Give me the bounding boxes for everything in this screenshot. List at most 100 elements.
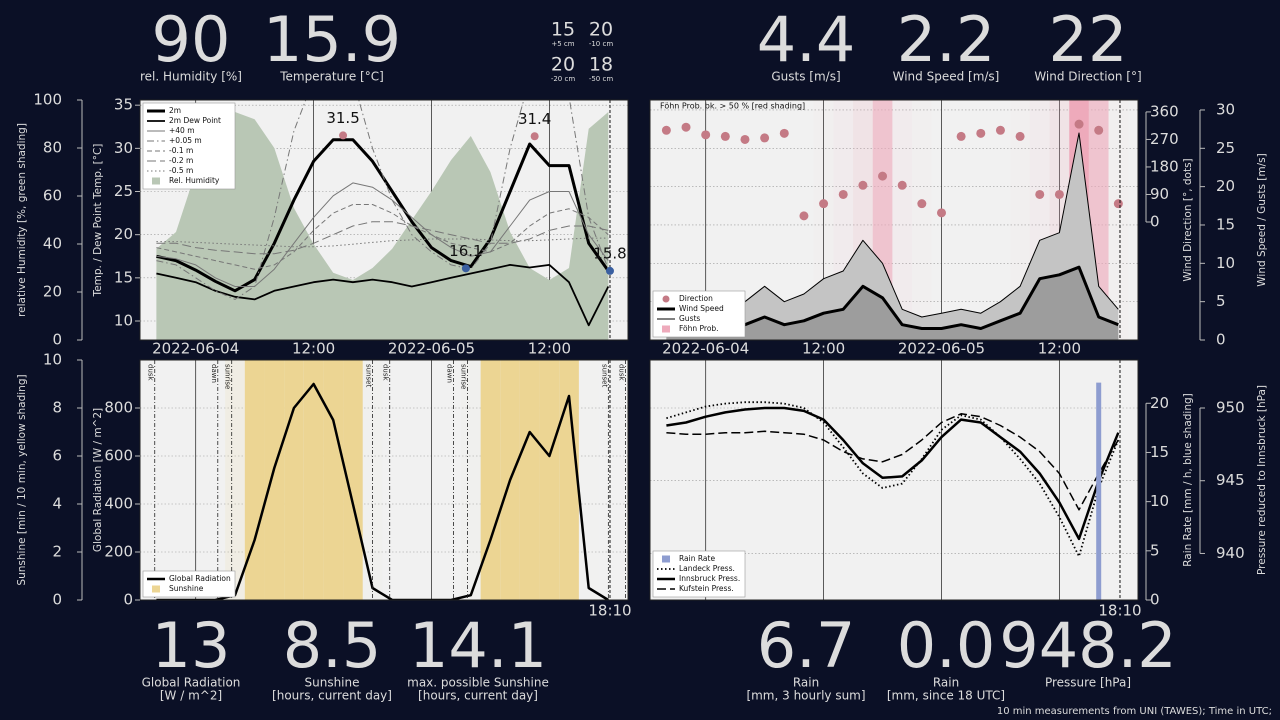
shading (932, 100, 952, 340)
x-tick-label: 2022-06-04 (152, 340, 239, 358)
direction-dot (1074, 119, 1084, 129)
reading-value: 14.1 (409, 609, 547, 682)
soil-temp-label: -20 cm (551, 75, 576, 83)
y-tick-label: 30 (114, 139, 133, 157)
line (666, 406, 1120, 541)
reading-label: Temperature [°C] (279, 70, 384, 84)
direction-dot (819, 199, 829, 209)
direction-dot (661, 125, 671, 135)
y-tick-label: 60 (43, 187, 62, 205)
direction-dot (720, 131, 730, 141)
y-tick-label: 35 (114, 96, 133, 114)
shading (343, 360, 363, 600)
y-tick-label: 600 (104, 447, 133, 465)
direction-dot (1113, 199, 1123, 209)
reading-label: [mm, 3 hourly sum] (746, 689, 865, 703)
y-tick-label: 8 (52, 399, 62, 417)
x-tick-label: 12:00 (292, 340, 335, 358)
legend-label: Innsbruck Press. (679, 574, 740, 583)
extreme-label: 16.1 (449, 242, 482, 260)
y-tick-label: 200 (104, 543, 133, 561)
x-tick-label: 2022-06-05 (388, 340, 475, 358)
legend-box (142, 570, 236, 598)
axis-title: Rain Rate [mm / h, blue shading] (1182, 393, 1194, 567)
event-label: sunrise (224, 364, 232, 389)
event-label: sunrise (460, 364, 468, 389)
direction-dot (701, 130, 711, 140)
reading-label: Rain (793, 676, 819, 690)
legend-label: -0.1 m (169, 146, 193, 155)
y-tick-label: 90 (1150, 185, 1169, 203)
legend-label: Wind Speed (679, 304, 724, 313)
y-tick-label: 20 (43, 283, 62, 301)
now-label: 18:10 (588, 602, 631, 620)
shading (323, 360, 344, 600)
direction-dot (858, 180, 868, 190)
y-tick-label: 5 (1150, 541, 1160, 559)
direction-dot (878, 171, 888, 181)
direction-dot (1054, 189, 1064, 199)
direction-dot (740, 134, 750, 144)
shading (441, 360, 461, 600)
bar (1096, 382, 1102, 600)
legend-label: Kufstein Press. (679, 584, 734, 593)
soil-temp-value: 15 (551, 19, 575, 41)
extreme-label: 15.8 (593, 244, 626, 262)
reading-value: 13 (152, 609, 231, 682)
shading (539, 360, 560, 600)
shading (166, 360, 186, 600)
line (156, 204, 609, 270)
soil-temp-value: 18 (589, 54, 613, 76)
reading-value: 90 (152, 3, 231, 76)
legend-swatch (152, 177, 160, 185)
legend-label: -0.5 m (169, 166, 193, 175)
y-tick-label: 0 (123, 591, 133, 609)
reading-label: Global Radiation (142, 676, 241, 690)
direction-dot (799, 211, 809, 221)
line (156, 237, 609, 248)
extreme-label: 31.4 (518, 110, 551, 128)
legend-label: +0.05 m (169, 136, 202, 145)
legend-label: 2m (169, 106, 181, 115)
y-tick-label: 20 (1150, 394, 1169, 412)
shading (382, 360, 402, 600)
legend-label: -0.2 m (169, 156, 193, 165)
axis-title: relative Humidity [%, green shading] (16, 123, 28, 317)
soil-temp-value: 20 (589, 19, 613, 41)
plot-layer (650, 100, 1138, 340)
reading-value: 6.7 (757, 609, 856, 682)
axis-title: Pressure reduced to Innsbruck [hPa] (1256, 385, 1268, 575)
axis-title: Sunshine [min / 10 min, yellow shading] (16, 374, 28, 585)
shading (912, 100, 932, 340)
y-tick-label: 10 (114, 312, 133, 330)
reading-value: 0.0 (897, 609, 996, 682)
legend-label: +40 m (169, 126, 195, 135)
y-tick-label: 0 (1150, 212, 1160, 230)
now-label: 18:10 (1098, 602, 1141, 620)
line (156, 182, 609, 287)
y-tick-label: 940 (1216, 544, 1245, 562)
y-tick-label: 15 (1150, 443, 1169, 461)
shading (186, 360, 206, 600)
direction-dot (897, 180, 907, 190)
y-tick-label: 25 (114, 182, 133, 200)
legend-swatch (152, 585, 160, 593)
extreme-marker (530, 132, 539, 141)
area (156, 112, 609, 340)
legend-label: 2m Dew Point (169, 116, 221, 125)
y-tick-label: 180 (1150, 157, 1179, 175)
event-label: dawn (446, 364, 454, 383)
legend-label: Landeck Press. (679, 564, 735, 573)
soil-temp-label: -50 cm (589, 75, 614, 83)
x-tick-label: 2022-06-05 (898, 340, 985, 358)
reading-label: Wind Direction [°] (1034, 70, 1141, 84)
shading (480, 360, 501, 600)
plot-border (139, 359, 629, 601)
legend-label: Direction (679, 294, 713, 303)
direction-dot (956, 131, 966, 141)
reading-value: 948.2 (999, 609, 1177, 682)
footer-note: 10 min measurements from UNI (TAWES); Ti… (997, 706, 1272, 717)
reading-label: Pressure [hPa] (1045, 676, 1131, 690)
legend-label: Gusts (679, 314, 700, 323)
